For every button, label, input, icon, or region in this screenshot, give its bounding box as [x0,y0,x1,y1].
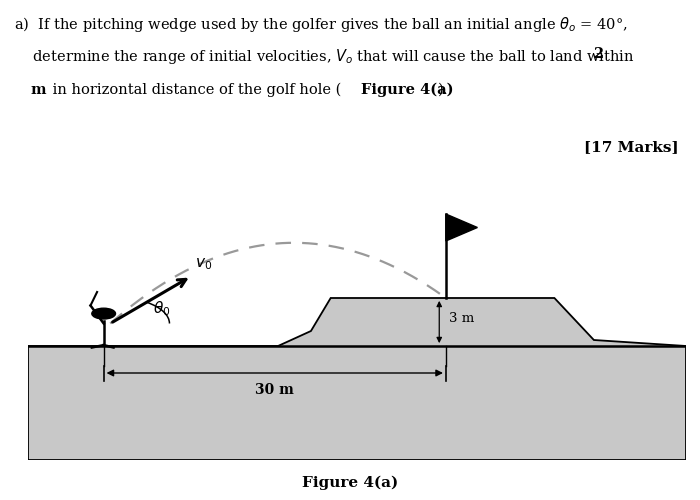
Text: Figure 4(a): Figure 4(a) [302,476,398,490]
Text: determine the range of initial velocities, $V_o$ that will cause the ball to lan: determine the range of initial velocitie… [14,48,635,66]
Circle shape [92,308,116,319]
Text: in horizontal distance of the golf hole (: in horizontal distance of the golf hole … [48,82,341,97]
Text: 2: 2 [593,48,603,62]
Text: a)  If the pitching wedge used by the golfer gives the ball an initial angle $\t: a) If the pitching wedge used by the gol… [14,15,628,34]
Bar [28,346,686,460]
Text: ).: ). [438,82,449,96]
Text: m: m [31,82,46,96]
Text: Figure 4(a): Figure 4(a) [361,82,454,97]
Text: $v_0$: $v_0$ [195,256,211,272]
Text: $\theta_0$: $\theta_0$ [153,300,171,318]
Text: 30 m: 30 m [256,384,294,398]
Text: 3 m: 3 m [449,312,475,326]
Text: [17 Marks]: [17 Marks] [584,140,679,154]
Polygon shape [28,298,686,460]
Polygon shape [446,214,477,241]
